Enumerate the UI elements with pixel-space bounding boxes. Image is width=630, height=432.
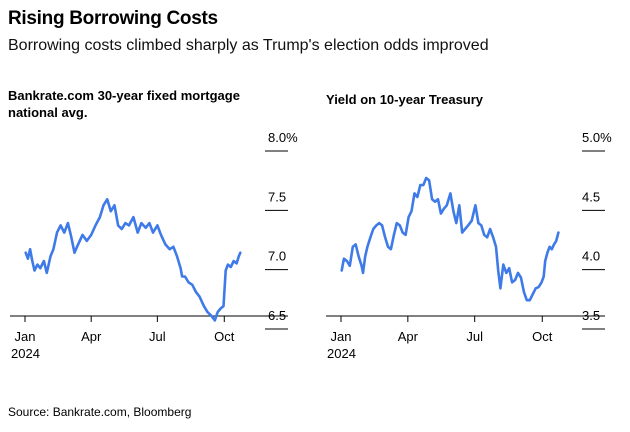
mortgage-x-tick-label: Jan xyxy=(15,329,36,344)
mortgage-x-tick-label: Apr xyxy=(81,329,102,344)
treasury-x-tick-label: Jan xyxy=(331,329,352,344)
mortgage-x-tick-label: Jul xyxy=(149,329,166,344)
chart-subtitle: Borrowing costs climbed sharply as Trump… xyxy=(8,37,489,54)
treasury-x-tick-label: Apr xyxy=(398,329,419,344)
source-note: Source: Bankrate.com, Bloomberg xyxy=(8,405,192,419)
mortgage-y-tick-label: 7.0 xyxy=(268,249,286,264)
mortgage-panel-title: Bankrate.com 30-year fixed mortgage nati… xyxy=(8,88,240,120)
treasury-series-line xyxy=(340,176,560,302)
treasury-y-tick-label: 4.5 xyxy=(582,189,600,204)
mortgage-series-line xyxy=(24,198,242,322)
mortgage-y-tick-label: 8.0% xyxy=(268,130,298,145)
mortgage-x-tick-label: Oct xyxy=(214,329,235,344)
treasury-x-tick-label: Oct xyxy=(532,329,553,344)
treasury-y-tick-label: 4.0 xyxy=(582,249,600,264)
treasury-x-year-label: 2024 xyxy=(327,346,356,361)
treasury-x-tick-label: Jul xyxy=(466,329,483,344)
mortgage-y-tick-label: 7.5 xyxy=(268,189,286,204)
chart-title: Rising Borrowing Costs xyxy=(8,8,218,29)
treasury-y-tick-label: 5.0% xyxy=(582,130,612,145)
treasury-panel-title: Yield on 10-year Treasury xyxy=(326,92,484,107)
mortgage-x-year-label: 2024 xyxy=(11,346,40,361)
